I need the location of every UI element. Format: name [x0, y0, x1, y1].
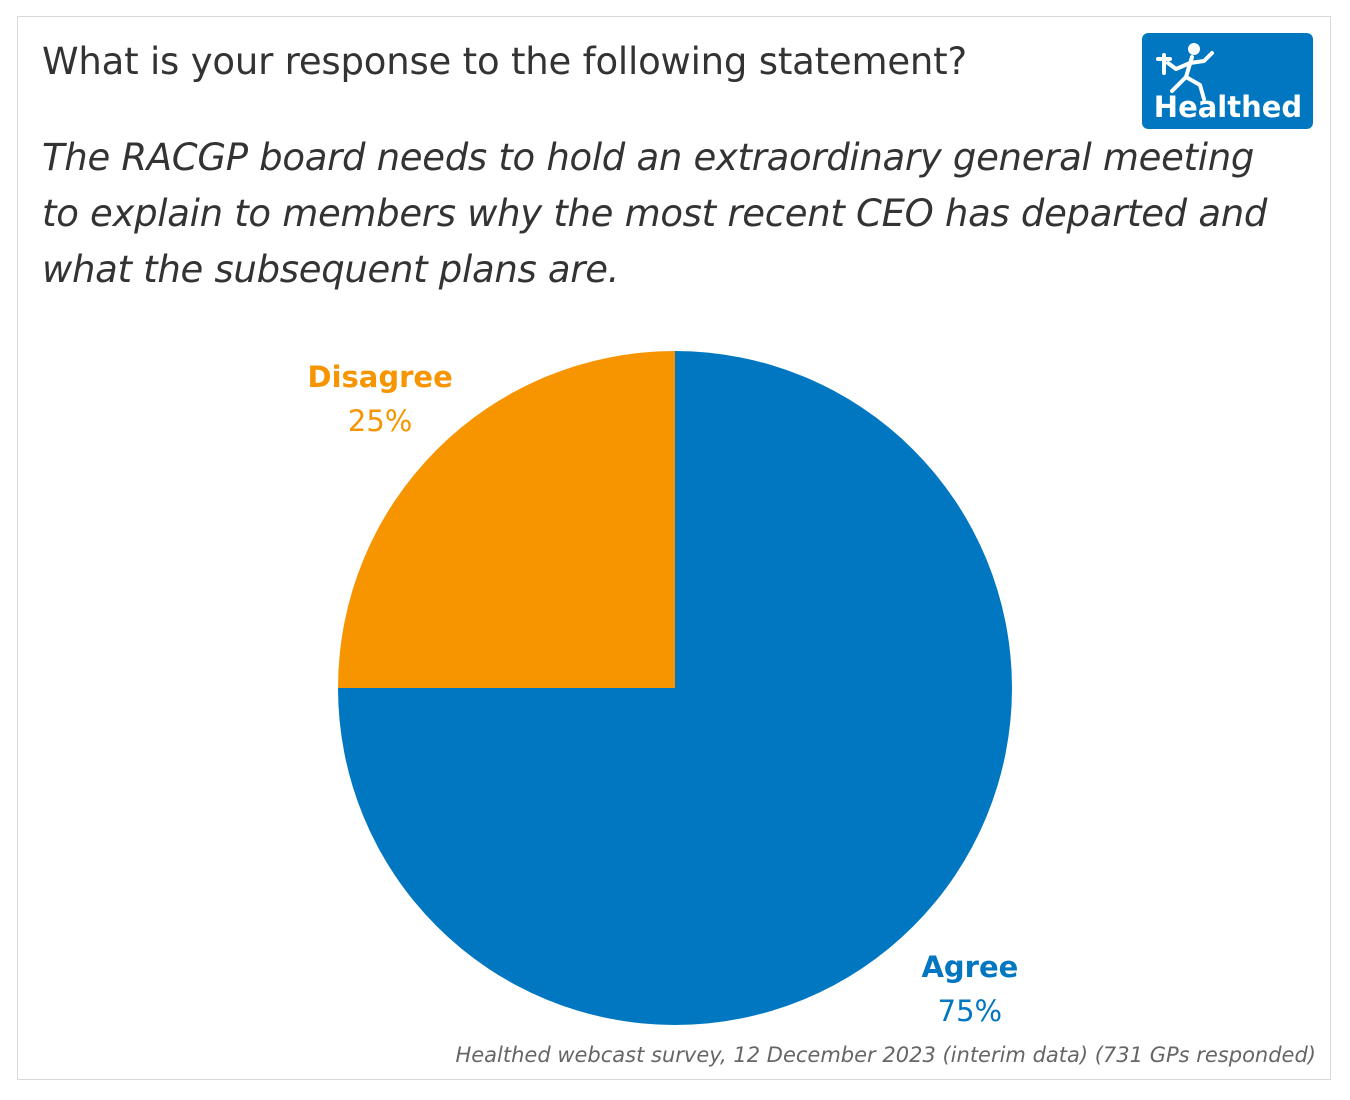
question-title: What is your response to the following s… — [42, 40, 967, 83]
slice-label-disagree: Disagree — [308, 360, 453, 394]
runner-logo-icon — [1156, 43, 1214, 101]
statement-text: The RACGP board needs to hold an extraor… — [42, 136, 1268, 291]
slice-value-disagree: 25% — [348, 404, 412, 438]
pie-slice-disagree[interactable] — [338, 351, 675, 688]
logo-text: Healthed — [1154, 90, 1302, 124]
logo-background — [1142, 33, 1313, 129]
source-footnote: Healthed webcast survey, 12 December 202… — [455, 1043, 1316, 1067]
slice-value-agree: 75% — [938, 994, 1002, 1028]
slice-label-agree: Agree — [921, 950, 1018, 984]
healthed-logo: Healthed — [1142, 33, 1313, 129]
